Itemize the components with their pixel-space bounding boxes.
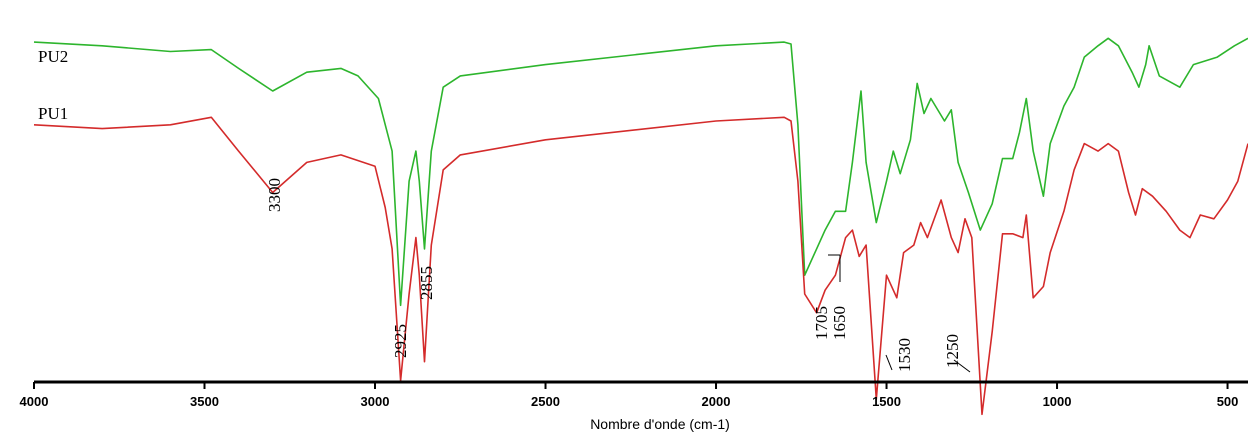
x-tick-label: 2500	[531, 394, 560, 409]
leader-line-1530	[885, 354, 893, 371]
plot-area	[33, 37, 1248, 416]
x-tick-label: 4000	[20, 394, 49, 409]
series-line-pu2	[33, 37, 1248, 307]
x-tick-label: 1500	[872, 394, 901, 409]
peak-label-2855: 2855	[417, 266, 436, 300]
peak-label-1705: 1705	[812, 306, 831, 340]
x-tick-label: 3000	[361, 394, 390, 409]
x-tick-label: 500	[1217, 394, 1239, 409]
x-axis-ticks: 4000 3500 3000 2500 2000 1500 1000 500	[20, 382, 1239, 409]
leader-line-1250	[953, 359, 971, 373]
peak-label-1650: 1650	[830, 306, 849, 340]
x-tick-label: 1000	[1043, 394, 1072, 409]
peak-annotations: 3300 2925 2855 1705 1650 1530 1250	[265, 178, 971, 373]
series-label-pu1: PU1	[38, 104, 68, 123]
series-line-pu1	[33, 116, 1248, 416]
x-axis-label: Nombre d'onde (cm-1)	[590, 416, 730, 432]
peak-label-2925: 2925	[391, 324, 410, 358]
peak-label-1530: 1530	[895, 338, 914, 372]
peak-label-3300: 3300	[265, 178, 284, 212]
x-tick-label: 3500	[190, 394, 219, 409]
x-tick-label: 2000	[702, 394, 731, 409]
series-label-pu2: PU2	[38, 47, 68, 66]
peak-label-1250: 1250	[943, 334, 962, 368]
